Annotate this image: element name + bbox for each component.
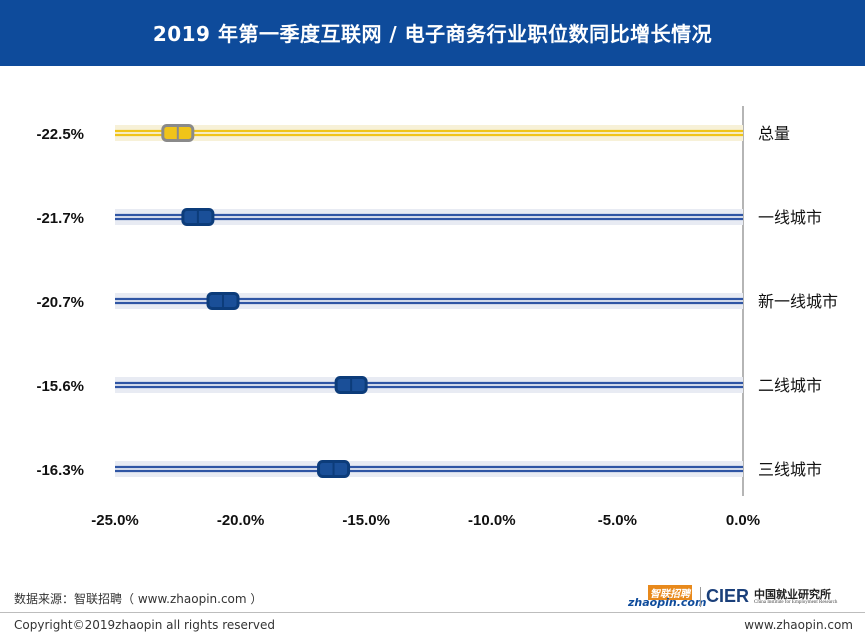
value-label: -15.6% — [36, 378, 84, 395]
logo-separator — [700, 587, 701, 607]
bar-row: -21.7% 一线城市 — [36, 208, 822, 227]
copyright-text: Copyright©2019zhaopin all rights reserve… — [14, 618, 275, 632]
track-band — [115, 377, 743, 393]
category-label: 一线城市 — [758, 208, 822, 227]
growth-chart: -22.5% 总量-21.7% 一线城市-20.7% 新一线城市-15.6% 二线城市-… — [36, 106, 838, 529]
zhaopin-logo: 智联招聘 zhaopin.com — [628, 585, 706, 609]
track-band — [115, 209, 743, 225]
category-label: 总量 — [758, 124, 790, 143]
page-title: 2019 年第一季度互联网 / 电子商务行业职位数同比增长情况 — [152, 22, 713, 46]
track-band — [115, 125, 743, 141]
website-link[interactable]: www.zhaopin.com — [744, 618, 853, 632]
x-tick-label: -10.0% — [468, 512, 516, 529]
title-bar: 2019 年第一季度互联网 / 电子商务行业职位数同比增长情况 — [0, 0, 865, 66]
track-band — [115, 293, 743, 309]
value-label: -22.5% — [36, 126, 84, 143]
bar-row: -20.7% 新一线城市 — [36, 292, 838, 311]
cier-logo: CIER 中国就业研究所 China Institute for Employm… — [706, 586, 838, 606]
x-tick-label: 0.0% — [726, 512, 760, 529]
category-label: 新一线城市 — [758, 292, 838, 311]
value-label: -16.3% — [36, 462, 84, 479]
value-label: -20.7% — [36, 294, 84, 311]
value-label: -21.7% — [36, 210, 84, 227]
track-band — [115, 461, 743, 477]
footer-divider — [0, 612, 865, 613]
data-source-note: 数据来源：智联招聘（ www.zhaopin.com ） — [14, 592, 263, 606]
category-label: 二线城市 — [758, 376, 822, 395]
x-tick-label: -25.0% — [91, 512, 139, 529]
x-tick-label: -5.0% — [598, 512, 637, 529]
bar-row: -15.6% 二线城市 — [36, 376, 822, 395]
category-label: 三线城市 — [758, 460, 822, 479]
x-tick-label: -20.0% — [217, 512, 265, 529]
bar-row: -16.3% 三线城市 — [36, 460, 822, 479]
x-tick-label: -15.0% — [342, 512, 390, 529]
bar-row: -22.5% 总量 — [36, 124, 790, 143]
